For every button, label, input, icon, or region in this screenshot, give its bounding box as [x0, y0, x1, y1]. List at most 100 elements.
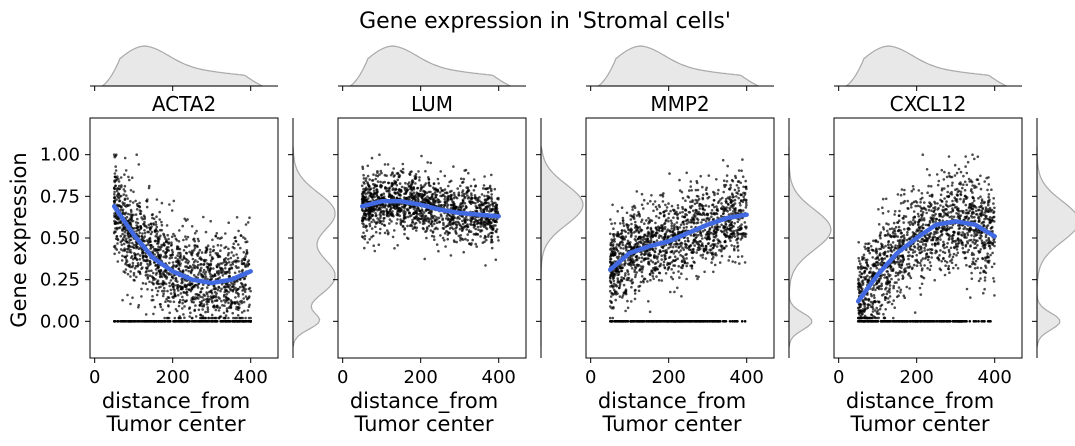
data-point — [437, 182, 441, 185]
data-point — [736, 241, 739, 245]
data-point — [159, 234, 162, 238]
data-point — [240, 311, 244, 314]
data-point — [202, 303, 206, 306]
data-point — [688, 189, 691, 192]
data-point — [117, 192, 120, 195]
data-point — [494, 201, 497, 205]
data-point — [240, 299, 243, 303]
data-point — [425, 236, 428, 240]
data-point — [618, 235, 621, 238]
data-point — [372, 186, 376, 190]
data-point — [668, 172, 671, 175]
zero-point — [222, 320, 225, 323]
data-point — [472, 189, 476, 192]
data-point — [483, 194, 486, 198]
data-point — [122, 227, 126, 231]
data-point — [376, 190, 379, 193]
data-point — [244, 265, 247, 269]
data-point — [621, 243, 625, 247]
data-point — [673, 228, 676, 231]
data-point — [160, 201, 164, 205]
data-point — [482, 225, 486, 229]
data-point — [423, 257, 427, 261]
data-point — [400, 185, 404, 189]
data-point — [181, 307, 184, 310]
data-point — [378, 173, 381, 176]
data-point — [368, 188, 372, 191]
data-point — [652, 255, 656, 259]
data-point — [664, 272, 668, 275]
data-point — [362, 231, 365, 235]
data-point — [361, 219, 364, 222]
data-point — [415, 209, 419, 213]
data-point — [382, 219, 385, 223]
data-point — [729, 201, 733, 204]
data-point — [144, 313, 148, 316]
data-point — [654, 226, 658, 230]
data-point — [714, 252, 717, 255]
data-point — [183, 305, 186, 308]
data-point — [646, 202, 649, 205]
data-point — [203, 272, 207, 276]
data-point — [154, 220, 158, 224]
data-point — [202, 215, 205, 219]
data-point — [690, 266, 694, 270]
data-point — [730, 204, 734, 207]
data-point — [704, 204, 708, 207]
data-point — [244, 283, 247, 287]
data-point — [685, 213, 688, 217]
data-point — [739, 181, 742, 185]
data-point — [378, 231, 382, 235]
data-point — [744, 206, 748, 209]
data-point — [214, 308, 218, 312]
data-point — [138, 257, 142, 261]
data-point — [370, 220, 373, 224]
right-marginal-density — [536, 118, 584, 358]
data-point — [209, 253, 212, 257]
data-point — [113, 252, 116, 256]
data-point — [139, 254, 142, 257]
data-point — [634, 275, 637, 279]
data-point — [126, 263, 129, 267]
data-point — [125, 240, 129, 244]
data-point — [646, 280, 649, 283]
data-point — [689, 248, 693, 252]
data-point — [113, 172, 117, 175]
data-point — [707, 205, 711, 208]
data-point — [148, 184, 151, 188]
data-point — [208, 272, 212, 276]
data-point — [716, 228, 720, 231]
data-point — [242, 251, 246, 254]
zero-point — [193, 320, 196, 323]
data-point — [176, 258, 180, 261]
data-point — [701, 237, 704, 240]
data-point — [170, 248, 174, 252]
data-point — [177, 293, 180, 297]
zero-point — [132, 320, 136, 323]
data-point — [673, 208, 676, 212]
data-point — [678, 276, 681, 279]
data-point — [187, 269, 190, 273]
data-point — [366, 209, 369, 213]
data-point — [729, 183, 732, 187]
data-point — [162, 232, 165, 236]
data-point — [712, 230, 716, 233]
data-point — [193, 308, 197, 312]
data-point — [484, 198, 487, 202]
data-point — [403, 212, 407, 216]
data-point — [471, 217, 474, 221]
data-point — [494, 258, 498, 262]
data-point — [463, 225, 466, 229]
zero-point — [238, 320, 242, 323]
data-point — [136, 217, 139, 221]
data-point — [715, 178, 718, 181]
data-point — [476, 221, 480, 225]
data-point — [437, 249, 440, 253]
data-point — [233, 271, 237, 275]
data-point — [172, 274, 176, 277]
data-point — [179, 251, 182, 255]
zero-point — [166, 320, 169, 323]
data-point — [401, 162, 405, 166]
data-point — [726, 202, 730, 206]
data-point — [165, 246, 169, 249]
